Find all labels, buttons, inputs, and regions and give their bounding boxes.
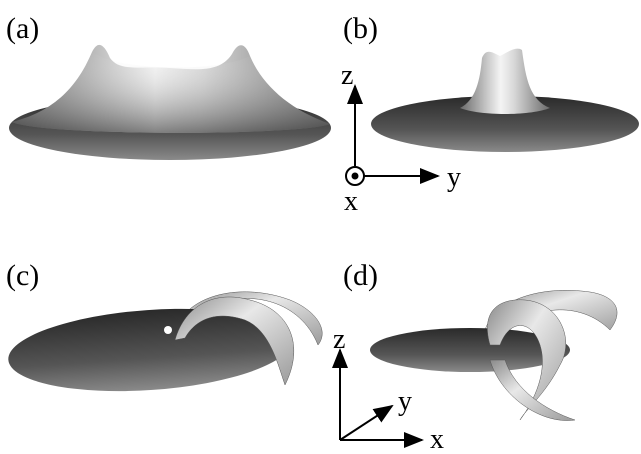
disk bbox=[8, 308, 292, 392]
panel-c: (c) bbox=[6, 259, 323, 392]
ribbon bbox=[489, 359, 576, 421]
axes-top bbox=[345, 84, 440, 186]
panel-a: (a) bbox=[6, 12, 331, 160]
ribbon bbox=[174, 296, 294, 386]
axis-label: z bbox=[341, 60, 353, 91]
panel-label: (b) bbox=[343, 12, 378, 45]
panel-label: (c) bbox=[6, 259, 39, 292]
axis-label: z bbox=[333, 324, 345, 355]
axis-label: y bbox=[447, 162, 461, 193]
highlight bbox=[164, 326, 172, 334]
shade bbox=[12, 52, 330, 133]
axis-label: x bbox=[430, 424, 444, 454]
x-axis bbox=[345, 166, 365, 186]
surface bbox=[460, 48, 550, 114]
axes-bottom bbox=[332, 348, 424, 448]
disk bbox=[370, 328, 570, 372]
x-axis-dot bbox=[351, 172, 359, 180]
panel-d: (d) bbox=[343, 259, 618, 421]
y-axis bbox=[339, 404, 394, 441]
disk bbox=[371, 96, 639, 152]
axis-label: x bbox=[344, 186, 358, 217]
panel-label: (a) bbox=[6, 12, 39, 45]
ribbon bbox=[179, 291, 323, 346]
ribbon bbox=[487, 299, 567, 421]
axis-label: y bbox=[398, 386, 412, 417]
panel-b: (b) bbox=[343, 12, 639, 152]
panel-label: (d) bbox=[343, 259, 378, 292]
